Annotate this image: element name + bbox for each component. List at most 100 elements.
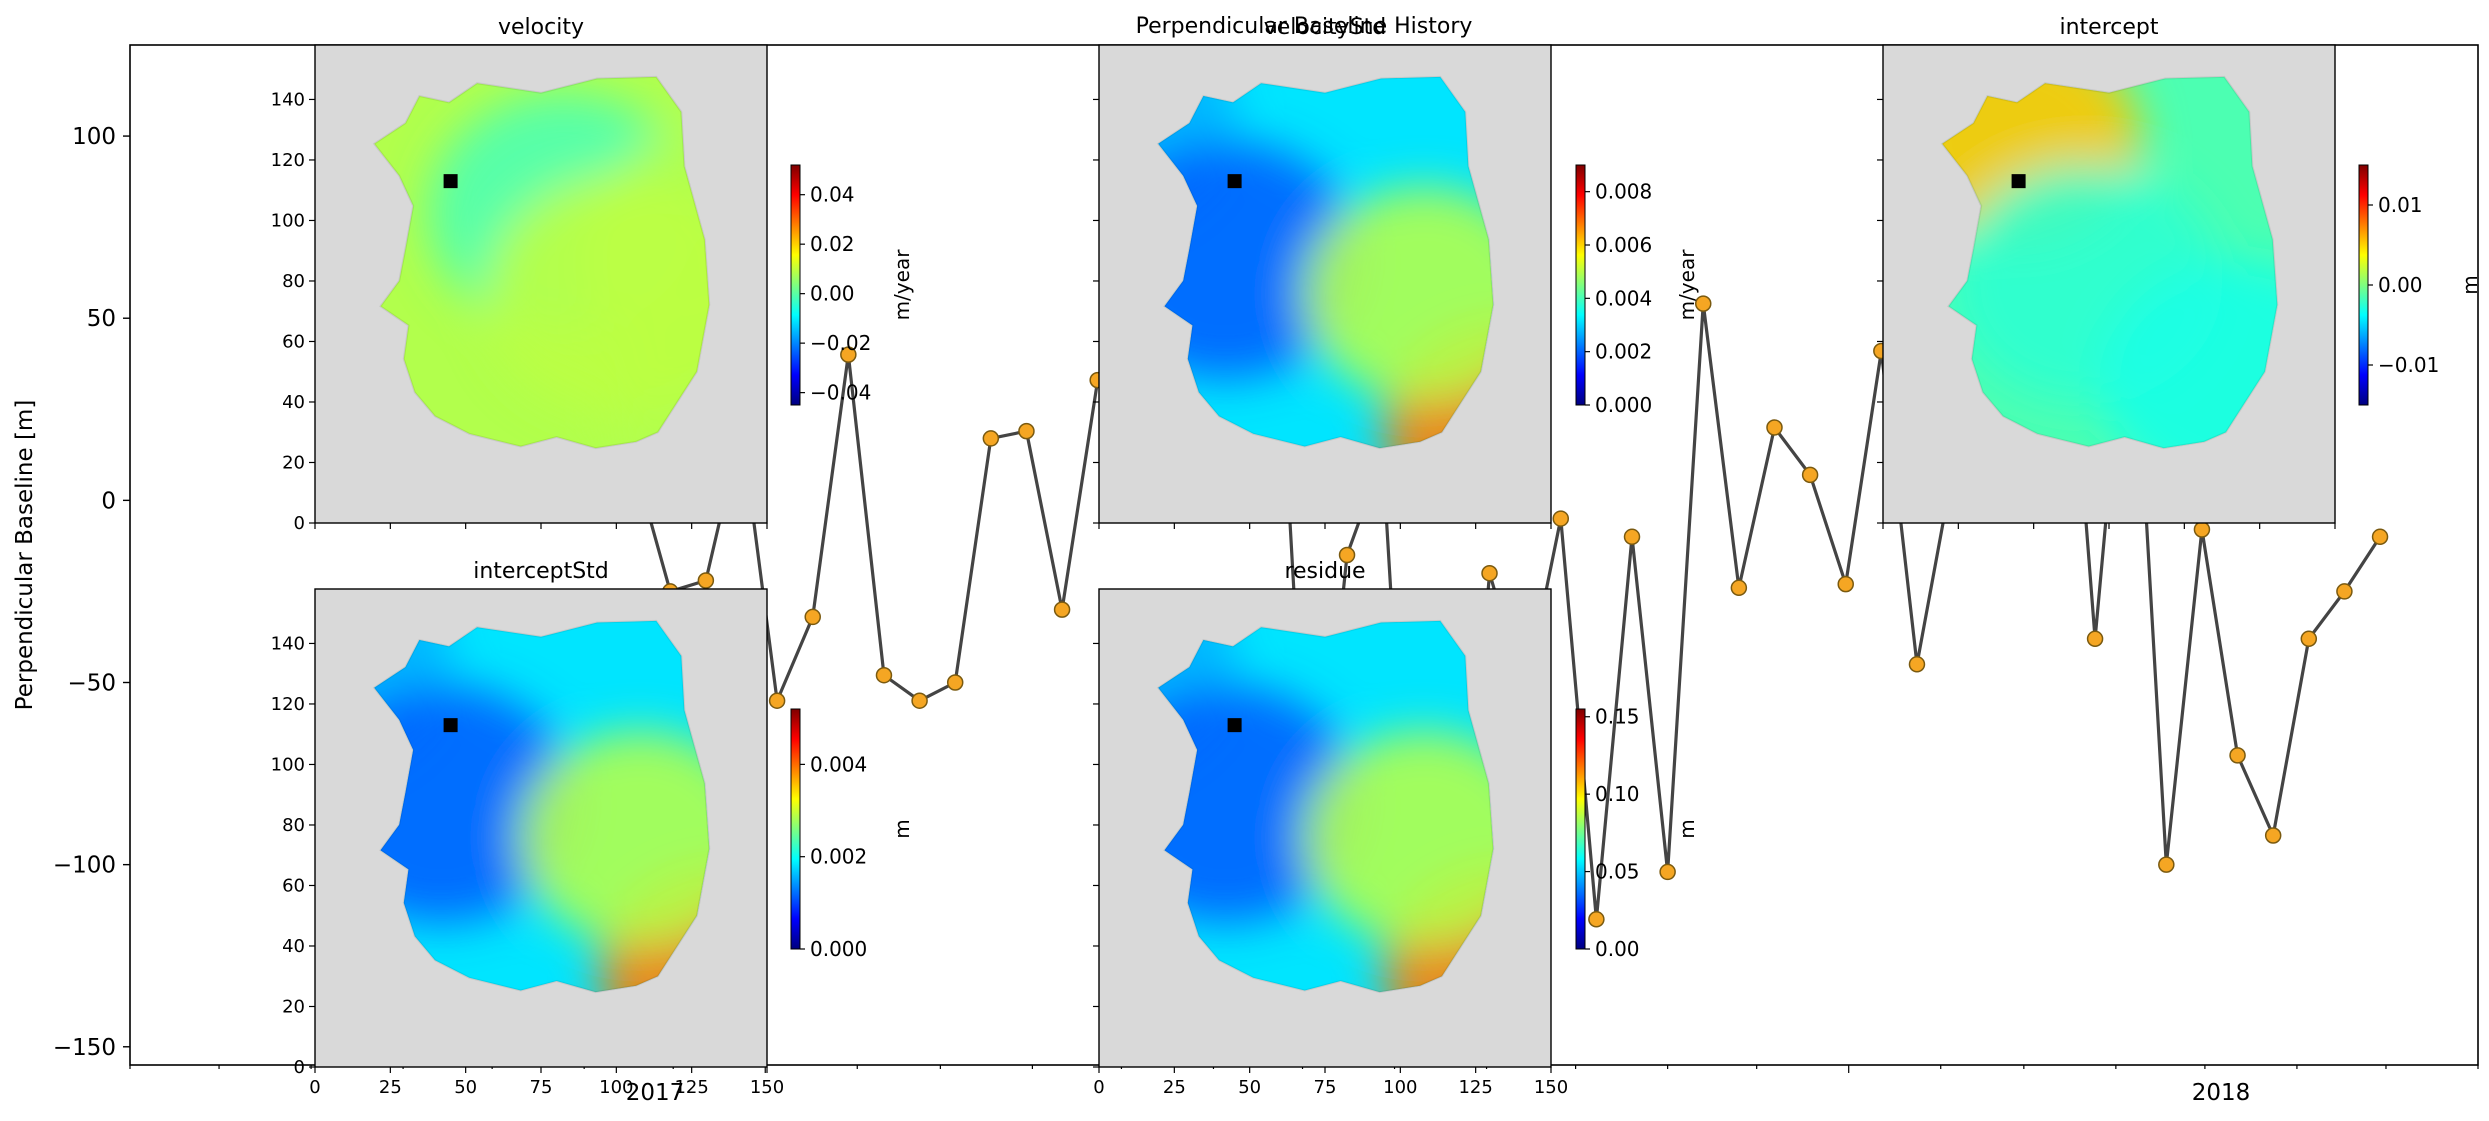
acquisition-point (840, 346, 857, 363)
y-tick-label: −50 (67, 671, 116, 697)
colorbar-label: m/year (890, 249, 914, 321)
map-x-tick-label: 75 (1314, 1077, 1337, 1098)
inset-residue-map: residue 0 25 50 75 100 125 150 0.15 0.10 0.05 0.00 m (1093, 559, 1699, 1098)
map-title: intercept (2060, 15, 2159, 40)
map-x-tick-label: 100 (1383, 1077, 1417, 1098)
colorbar (1575, 164, 1586, 406)
acquisition-point (804, 608, 821, 626)
map-x-tick-label: 100 (599, 1077, 633, 1098)
acquisition-point (1766, 419, 1783, 436)
colorbar-tick-label: 0.006 (1595, 233, 1652, 257)
colorbar-tick-label: 0.05 (1595, 860, 1640, 884)
colorbar-tick-label: 0.00 (810, 282, 855, 306)
colorbar-tick-label: 0.000 (1595, 393, 1652, 417)
map-y-tick-label: 100 (271, 210, 305, 231)
acquisition-point (2371, 528, 2389, 546)
island-outline (372, 75, 711, 450)
map-x-tick-label: 50 (454, 1077, 477, 1098)
acquisition-point (1338, 546, 1356, 564)
colorbar-tick-label: 0.15 (1595, 705, 1640, 729)
colorbar-label: m (1675, 819, 1699, 838)
acquisition-point (2264, 827, 2282, 844)
y-axis-ticks: −150 −100 −50 0 50 100 (53, 124, 130, 1061)
acquisition-point (1908, 656, 1926, 673)
colorbar-tick-label: −0.02 (810, 331, 871, 355)
map-x-tick-label: 50 (1238, 1077, 1261, 1098)
acquisition-point (2158, 856, 2175, 873)
map-y-tick-label: 140 (271, 89, 305, 110)
acquisition-point (697, 572, 715, 589)
x-tick-label-2017: 2017 (626, 1080, 685, 1106)
y-axis-label: Perpendicular Baseline [m] (12, 400, 38, 711)
island-outline (1156, 75, 1495, 450)
acquisition-point (2229, 747, 2246, 764)
acquisition-point (1730, 579, 1748, 597)
acquisition-point (1552, 510, 1570, 527)
colorbar-tick-label: 0.10 (1595, 782, 1640, 806)
inset-intercept-map: intercept 0.01 0.00 −0.01 m (1877, 15, 2482, 529)
map-x-tick-label: 125 (674, 1077, 708, 1098)
acquisition-point (1623, 528, 1641, 546)
map-title: velocityStd (1264, 15, 1387, 40)
map-value-region (486, 174, 710, 414)
colorbar-tick-label: 0.000 (810, 937, 867, 961)
map-title: interceptStd (473, 559, 609, 584)
acquisition-point (1588, 911, 1605, 928)
acquisition-point (1481, 564, 1498, 582)
map-value-region (374, 684, 578, 924)
colorbar (2358, 164, 2369, 406)
island-outline (1156, 619, 1495, 994)
acquisition-point (1801, 466, 1819, 484)
acquisition-point (1659, 863, 1676, 881)
colorbar-tick-label: 0.002 (1595, 340, 1652, 364)
map-y-tick-label: 20 (282, 452, 305, 473)
colorbar-tick-label: 0.008 (1595, 180, 1652, 204)
map-y-tick-label: 80 (282, 271, 305, 292)
colorbar (1575, 708, 1586, 950)
map-y-tick-label: 0 (294, 513, 305, 534)
acquisition-point (2336, 583, 2353, 600)
y-tick-label: 0 (101, 488, 116, 514)
island-outline (1940, 75, 2279, 450)
map-x-tick-label: 25 (1163, 1077, 1186, 1098)
colorbar-tick-label: 0.01 (2378, 193, 2423, 217)
colorbar-label: m/year (1675, 249, 1699, 321)
colorbar-tick-label: 0.00 (1595, 937, 1640, 961)
map-y-tick-label: 100 (271, 754, 305, 775)
colorbar (790, 164, 801, 406)
acquisition-point (875, 666, 893, 684)
inset-interceptstd-map: interceptStd 0 25 50 75 100 125 150 140 120 100 80 6… (271, 559, 914, 1098)
reference-point-marker (1227, 718, 1242, 733)
inset-maps: velocity 140 120 100 80 60 40 20 0 0.04 0.02 0.00 −0… (271, 15, 2482, 1098)
acquisition-point (1837, 575, 1854, 593)
acquisition-point (768, 692, 786, 709)
map-title: velocity (498, 15, 584, 40)
colorbar-tick-label: 0.004 (1595, 286, 1652, 310)
map-y-tick-label: 0 (294, 1057, 305, 1078)
colorbar-tick-label: 0.002 (810, 845, 867, 869)
acquisition-point (1053, 601, 1071, 618)
acquisition-point (1018, 422, 1035, 440)
map-x-tick-label: 0 (309, 1077, 320, 1098)
map-x-tick-label: 125 (1458, 1077, 1492, 1098)
main-title: Perpendicular Baseline History (1136, 14, 1473, 39)
colorbar-tick-label: −0.04 (810, 381, 871, 405)
colorbar-label: m (2458, 275, 2482, 294)
x-tick-label-2018: 2018 (2192, 1080, 2251, 1106)
reference-point-marker (1227, 174, 1242, 189)
map-y-tick-label: 60 (282, 331, 305, 352)
map-x-tick-label: 150 (1534, 1077, 1568, 1098)
inset-velocitystd-map: velocityStd 0.008 0.006 0.004 0.002 0.000 m/ye… (1093, 15, 1699, 529)
colorbar (790, 708, 801, 950)
colorbar-label: m (890, 819, 914, 838)
acquisition-point (1694, 295, 1712, 312)
colorbar-tick-label: 0.02 (810, 232, 855, 256)
island-outline (372, 619, 711, 994)
map-y-tick-label: 140 (271, 633, 305, 654)
colorbar-tick-label: −0.01 (2378, 353, 2439, 377)
map-x-tick-label: 0 (1093, 1077, 1104, 1098)
reference-point-marker (443, 174, 458, 189)
y-tick-label: −100 (53, 853, 116, 879)
map-y-tick-label: 120 (271, 694, 305, 715)
